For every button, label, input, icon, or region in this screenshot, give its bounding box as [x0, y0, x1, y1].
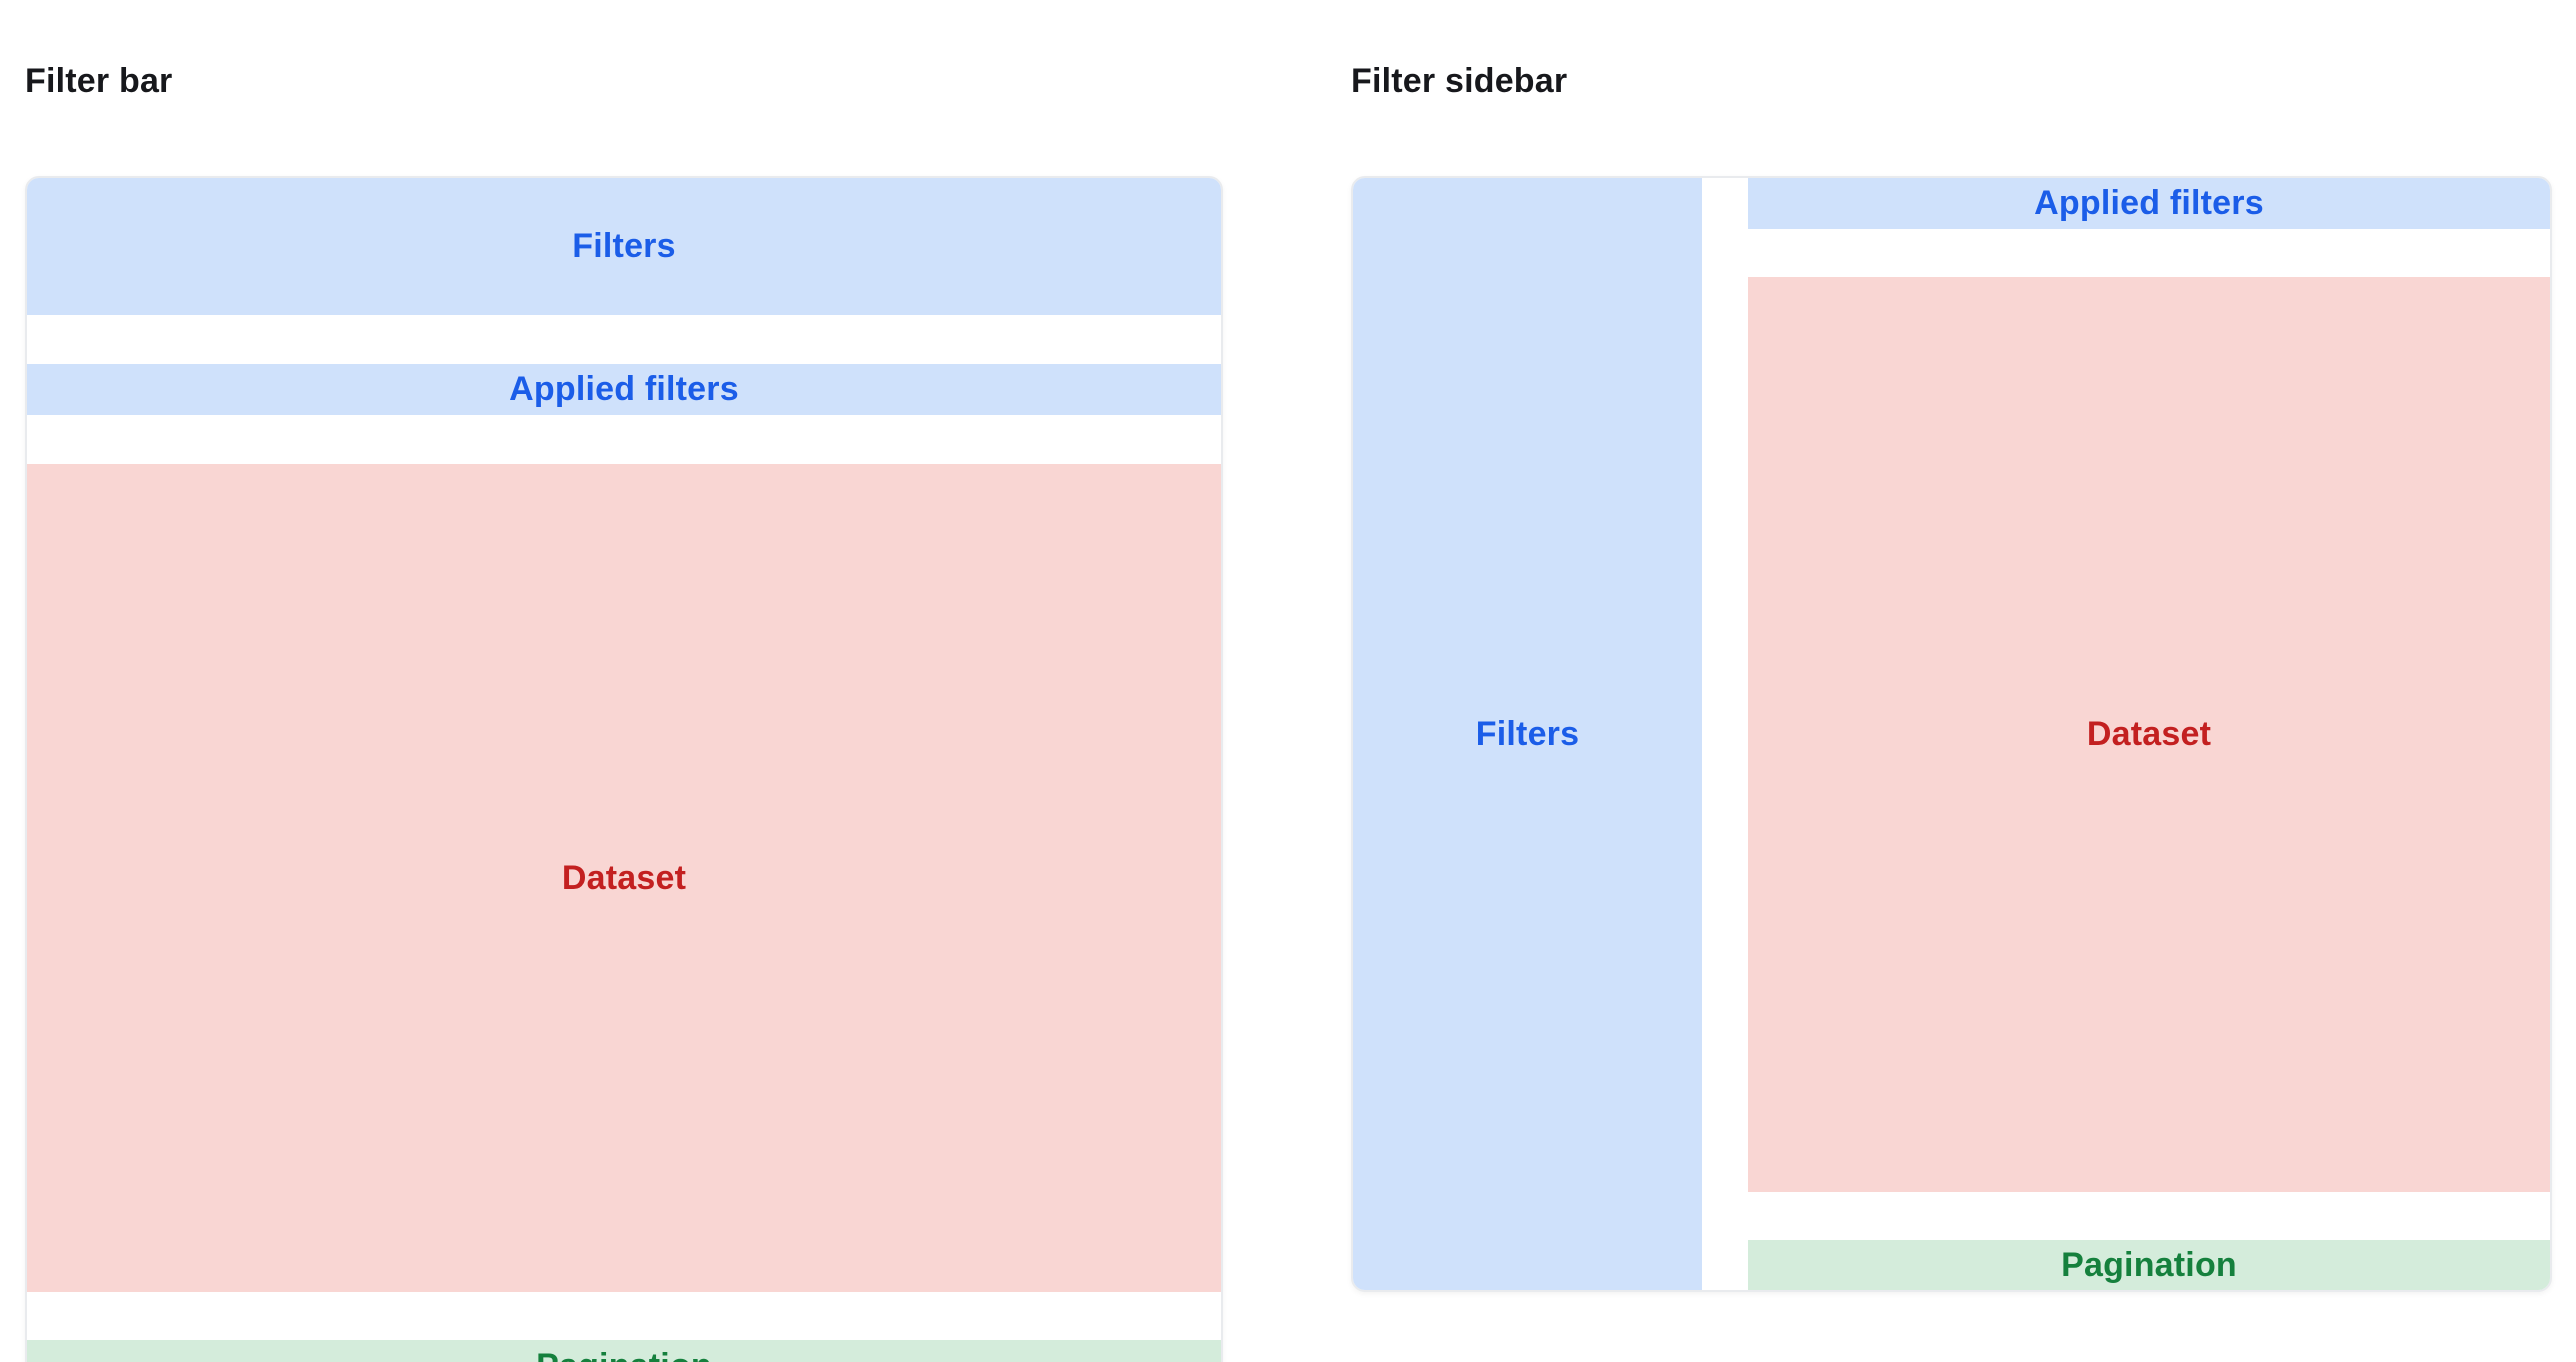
pagination-region: Pagination — [1748, 1240, 2550, 1291]
applied-filters-region: Applied filters — [1748, 178, 2550, 230]
filters-sidebar-region: Filters — [1353, 178, 1702, 1291]
pagination-region: Pagination — [27, 1340, 1221, 1362]
filters-label: Filters — [572, 227, 676, 266]
dataset-region: Dataset — [1748, 277, 2550, 1193]
filter-sidebar-title: Filter sidebar — [1351, 62, 1568, 101]
filter-bar-title: Filter bar — [25, 62, 173, 101]
filter-sidebar-main-column: Applied filters Dataset Pagination — [1748, 178, 2550, 1291]
filters-label: Filters — [1475, 714, 1580, 753]
applied-filters-label: Applied filters — [2034, 184, 2264, 223]
filter-sidebar-layout-card: Filters Applied filters Dataset Paginati… — [1351, 176, 2552, 1293]
dataset-label: Dataset — [561, 858, 687, 897]
dataset-label: Dataset — [2086, 715, 2212, 754]
filters-region: Filters — [27, 178, 1221, 316]
pagination-label: Pagination — [2061, 1245, 2237, 1284]
applied-filters-label: Applied filters — [509, 370, 739, 409]
filter-sidebar-panel: Filter sidebar Filters Applied filters D… — [1351, 33, 2552, 1293]
pagination-label: Pagination — [536, 1347, 712, 1362]
dataset-region: Dataset — [27, 464, 1221, 1293]
applied-filters-region: Applied filters — [27, 364, 1221, 416]
filter-bar-panel: Filter bar Filters Applied filters Datas… — [25, 33, 1223, 1362]
filter-bar-layout-card: Filters Applied filters Dataset Paginati… — [25, 176, 1223, 1362]
